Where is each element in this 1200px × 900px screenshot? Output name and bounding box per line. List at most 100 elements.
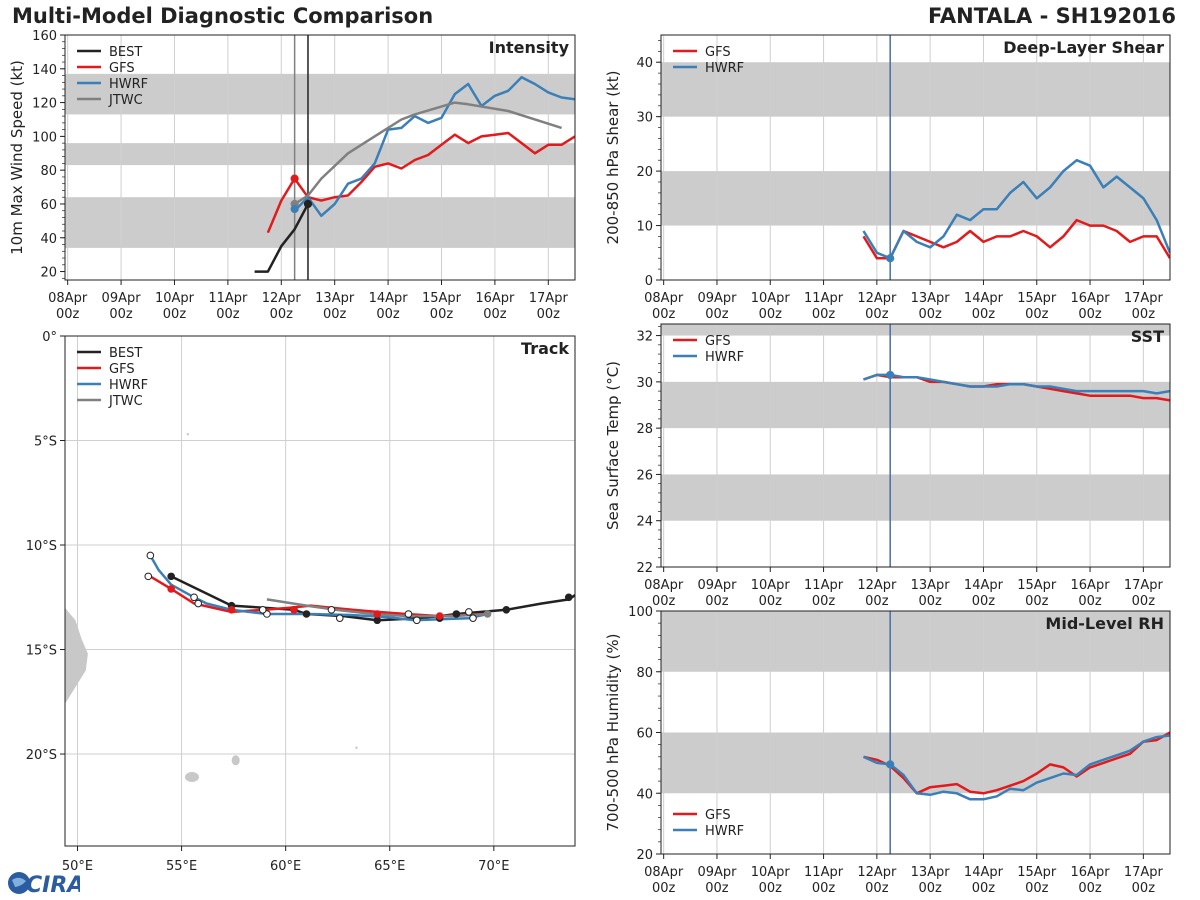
track-legend-label-jtwc: JTWC bbox=[108, 394, 143, 409]
sst-ylabel: Sea Surface Temp (°C) bbox=[604, 361, 622, 530]
shear-legend-label-gfs: GFS bbox=[705, 45, 731, 60]
rh-xtick-hour: 00z bbox=[972, 881, 996, 896]
rh-xtick-hour: 00z bbox=[1078, 881, 1102, 896]
intensity-xtick-hour: 00z bbox=[430, 307, 454, 322]
rh-xtick-date: 11Apr bbox=[804, 865, 844, 880]
rh-xtick-date: 08Apr bbox=[644, 865, 684, 880]
shear-legend-label-hwrf: HWRF bbox=[705, 61, 744, 76]
rh-series-hwrf bbox=[862, 734, 1170, 801]
sst-xtick-label: 16Apr 00z bbox=[1071, 578, 1111, 609]
sst-ytick-label: 24 bbox=[636, 515, 653, 530]
shear-xtick-hour: 00z bbox=[1025, 307, 1049, 322]
track-ytick-label: 15°S bbox=[26, 644, 57, 659]
sst-xtick-hour: 00z bbox=[759, 594, 783, 609]
track-marker-best bbox=[302, 610, 311, 618]
rh-xtick-hour: 00z bbox=[759, 881, 783, 896]
sst-legend-label-gfs: GFS bbox=[705, 334, 731, 349]
shear-xtick-date: 08Apr bbox=[644, 291, 684, 306]
intensity-xtick-label: 17Apr 00z bbox=[529, 291, 569, 322]
track-marker-gfs bbox=[404, 610, 413, 618]
sst-panel-title: SST bbox=[1131, 327, 1164, 346]
sst-xtick-label: 15Apr 00z bbox=[1017, 578, 1057, 609]
intensity-legend-label-gfs: GFS bbox=[109, 61, 135, 76]
intensity-xtick-hour: 00z bbox=[56, 307, 80, 322]
sst-xtick-hour: 00z bbox=[1132, 594, 1156, 609]
intensity-xtick-hour: 00z bbox=[163, 307, 187, 322]
shear-xtick-hour: 00z bbox=[759, 307, 783, 322]
track-xtick-label: 70°E bbox=[478, 859, 509, 874]
track-marker-gfs bbox=[144, 572, 153, 581]
land-reunion bbox=[184, 772, 199, 783]
storm-title: FANTALA - SH192016 bbox=[927, 4, 1176, 28]
sst-ytick-label: 22 bbox=[636, 561, 653, 576]
sst-xtick-label: 08Apr 00z bbox=[644, 578, 684, 609]
track-series-hwrf bbox=[149, 554, 488, 622]
rh-xtick-label: 09Apr 00z bbox=[697, 865, 737, 896]
sst-xtick-date: 17Apr bbox=[1124, 578, 1164, 593]
track-marker-gfs bbox=[290, 606, 298, 614]
sst-xtick-label: 12Apr 00z bbox=[857, 578, 897, 609]
track-xtick-label: 50°E bbox=[62, 859, 93, 874]
intensity-xtick-label: 10Apr 00z bbox=[155, 291, 195, 322]
sst-frame bbox=[660, 323, 1171, 568]
rh-xtick-hour: 00z bbox=[812, 881, 836, 896]
shear-xtick-hour: 00z bbox=[705, 307, 729, 322]
rh-xtick-label: 15Apr 00z bbox=[1017, 865, 1057, 896]
rh-legend-label-gfs: GFS bbox=[705, 808, 731, 823]
track-legend-label-best: BEST bbox=[109, 346, 142, 361]
sst-legend-label-hwrf: HWRF bbox=[705, 350, 744, 365]
shear-band bbox=[661, 171, 1170, 226]
intensity-ytick-label: 120 bbox=[32, 97, 57, 112]
shear-series-group bbox=[862, 158, 1170, 260]
intensity-panel-title: Intensity bbox=[489, 38, 570, 57]
shear-xtick-date: 14Apr bbox=[964, 291, 1004, 306]
sst-ytick-label: 28 bbox=[636, 422, 653, 437]
track-xtick-label: 65°E bbox=[374, 859, 405, 874]
track-marker-hwrf bbox=[412, 616, 421, 625]
sst-xtick-label: 09Apr 00z bbox=[697, 578, 737, 609]
shear-xtick-label: 10Apr 00z bbox=[751, 291, 791, 322]
shear-series-hwrf bbox=[862, 158, 1170, 260]
sst-xtick-label: 11Apr 00z bbox=[804, 578, 844, 609]
rh-xtick-hour: 00z bbox=[1132, 881, 1156, 896]
sst-xtick-date: 11Apr bbox=[804, 578, 844, 593]
rh-band bbox=[661, 732, 1170, 794]
intensity-ytick-label: 80 bbox=[40, 164, 57, 179]
shear-xtick-hour: 00z bbox=[972, 307, 996, 322]
shear-ytick-label: 10 bbox=[636, 220, 653, 235]
rh-xtick-label: 13Apr 00z bbox=[911, 865, 951, 896]
rh-xtick-date: 09Apr bbox=[697, 865, 737, 880]
intensity-marker-best bbox=[303, 199, 313, 209]
intensity-ytick-label: 140 bbox=[32, 63, 57, 78]
shear-xtick-date: 09Apr bbox=[697, 291, 737, 306]
rh-xtick-label: 12Apr 00z bbox=[857, 865, 897, 896]
rh-xtick-hour: 00z bbox=[1025, 881, 1049, 896]
shear-xtick-date: 17Apr bbox=[1124, 291, 1164, 306]
rh-ytick-label: 20 bbox=[636, 848, 653, 863]
figure-title: Multi-Model Diagnostic Comparison bbox=[12, 4, 434, 28]
track-marker-gfs bbox=[190, 593, 198, 602]
track-ytick-label: 10°S bbox=[26, 539, 57, 554]
rh-xtick-date: 16Apr bbox=[1071, 865, 1111, 880]
track-legend-label-gfs: GFS bbox=[109, 362, 135, 377]
rh-xtick-label: 14Apr 00z bbox=[964, 865, 1004, 896]
shear-ytick-label: 20 bbox=[636, 165, 653, 180]
rh-xtick-date: 12Apr bbox=[857, 865, 897, 880]
rh-ytick-label: 40 bbox=[636, 787, 653, 802]
sst-xtick-date: 15Apr bbox=[1017, 578, 1057, 593]
intensity-xtick-hour: 00z bbox=[109, 307, 133, 322]
rh-xtick-date: 14Apr bbox=[964, 865, 1004, 880]
shear-xtick-hour: 00z bbox=[812, 307, 836, 322]
track-ytick-label: 20°S bbox=[26, 748, 57, 763]
rh-xtick-date: 10Apr bbox=[751, 865, 791, 880]
track-marker-best bbox=[502, 606, 511, 614]
intensity-xtick-hour: 00z bbox=[483, 307, 507, 322]
rh-xtick-date: 13Apr bbox=[911, 865, 951, 880]
rh-xtick-date: 15Apr bbox=[1017, 865, 1057, 880]
sst-series-group bbox=[863, 373, 1170, 402]
